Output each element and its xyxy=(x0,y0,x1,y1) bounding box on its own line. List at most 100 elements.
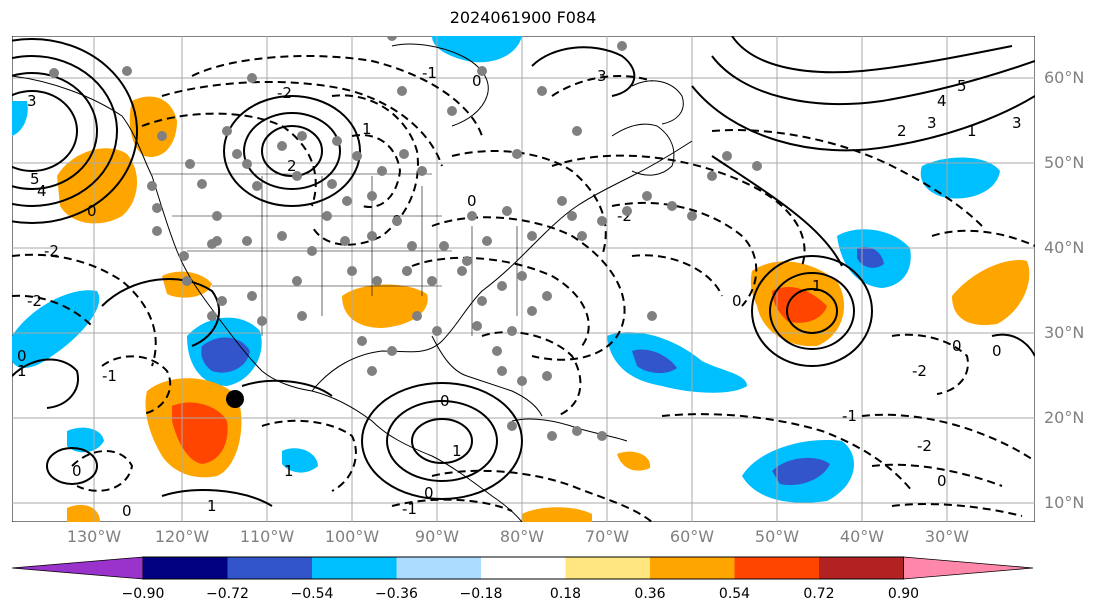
lon-label: 100°W xyxy=(324,527,380,546)
fill-blue-subtropical xyxy=(607,332,747,393)
colorbar-tick: −0.18 xyxy=(459,586,503,602)
contours-dashed xyxy=(12,55,1035,522)
fill-darkblue-subtropical xyxy=(632,349,677,374)
weather-map: 0 -1 -2 1 2 3 4 5 0 -2 -2 0 1 -1 0 0 1 1… xyxy=(12,36,1035,522)
colorbar-swatch xyxy=(312,557,397,579)
colorbar-swatch xyxy=(903,556,1034,580)
colorbar-tick: −0.90 xyxy=(121,586,165,602)
lon-label: 90°W xyxy=(414,527,460,546)
contour-label: 0 xyxy=(87,202,97,220)
contour-label: 0 xyxy=(122,502,132,520)
contour-label: 0 xyxy=(472,72,482,90)
location-marker xyxy=(226,390,244,408)
contour-label: 0 xyxy=(732,292,742,310)
fill-blue-north-atl xyxy=(920,157,1000,199)
colorbar-tick: 0.90 xyxy=(887,586,920,602)
contour-label: 3 xyxy=(27,92,37,110)
map-title: 2024061900 F084 xyxy=(449,8,597,27)
colorbar-swatch xyxy=(481,557,566,579)
colorbar-swatch xyxy=(143,557,228,579)
fill-orange-small-atl xyxy=(617,451,651,471)
colorbar-swatch xyxy=(227,557,312,579)
colorbar-tick: 0.36 xyxy=(634,586,666,602)
colorbar-tick: −0.72 xyxy=(206,586,249,602)
contour-label: 1 xyxy=(284,462,294,480)
lat-label: 30°N xyxy=(1044,323,1085,342)
lat-label: 40°N xyxy=(1044,238,1085,257)
contour-label: 1 xyxy=(207,497,217,515)
colorbar-tick: 0.18 xyxy=(549,586,582,602)
contour-label: 1 xyxy=(362,120,372,138)
lon-label: 120°W xyxy=(154,527,210,546)
contour-label: -2 xyxy=(277,84,292,102)
contour-label: -2 xyxy=(917,437,932,455)
contour-label: 0 xyxy=(440,392,450,410)
lon-label: 60°W xyxy=(669,527,715,546)
lon-label: 80°W xyxy=(499,527,545,546)
fill-darkblue-central-atl xyxy=(857,246,884,268)
contour-label: -1 xyxy=(402,500,417,518)
colorbar-swatch xyxy=(396,557,481,579)
fill-darkblue-baja xyxy=(201,337,250,373)
colorbar-tick: 0.54 xyxy=(718,586,751,602)
contour-label: 1 xyxy=(812,277,822,295)
colorbar-swatch xyxy=(734,557,819,579)
colorbar-swatch xyxy=(11,556,144,580)
contour-label: -1 xyxy=(422,64,437,82)
colorbar-swatch xyxy=(565,557,650,579)
contour-label: 0 xyxy=(424,484,434,502)
colorbar-swatch xyxy=(650,557,735,579)
colorbar-tick: 0.72 xyxy=(803,586,835,602)
fill-blue-eastpac xyxy=(67,427,104,453)
contour-label: 0 xyxy=(952,337,962,355)
lon-label: 70°W xyxy=(584,527,630,546)
contour-label: 4 xyxy=(937,92,947,110)
colorbar-tick: −0.36 xyxy=(375,586,418,602)
contour-label: -2 xyxy=(44,242,59,260)
contour-labels: 0 -1 -2 1 2 3 4 5 0 -2 -2 0 1 -1 0 0 1 1… xyxy=(17,64,1022,520)
contour-label: 0 xyxy=(467,192,477,210)
contour-label: 2 xyxy=(287,157,297,175)
fill-orange-nw-coast xyxy=(57,148,138,224)
contours-solid xyxy=(12,36,1035,507)
contour-label: 4 xyxy=(37,182,47,200)
fill-orange-nw-inland xyxy=(129,96,177,157)
lat-label: 60°N xyxy=(1044,68,1085,87)
fill-blue-se-pac xyxy=(282,448,318,473)
fill-orange-sa-north xyxy=(522,507,592,522)
contour-label: -2 xyxy=(27,292,42,310)
fill-blue-west-edge xyxy=(12,101,28,136)
contour-label: 3 xyxy=(1012,114,1022,132)
contour-label: 1 xyxy=(17,362,27,380)
fill-orange-east-atl xyxy=(952,260,1030,326)
contour-label: 3 xyxy=(927,114,937,132)
contour-label: 1 xyxy=(967,122,977,140)
contour-label: 3 xyxy=(597,67,607,85)
contour-label: 0 xyxy=(937,472,947,490)
lon-label: 40°W xyxy=(839,527,885,546)
contour-label: 0 xyxy=(992,342,1002,360)
lat-label: 10°N xyxy=(1044,493,1085,512)
lon-label: 130°W xyxy=(66,527,122,546)
fill-red-central-atl xyxy=(772,286,827,323)
fill-blue-arctic xyxy=(432,36,522,63)
fill-orange-sw-corner xyxy=(67,504,100,522)
lon-label: 50°W xyxy=(754,527,800,546)
colorbar-tick: −0.54 xyxy=(290,586,334,602)
contour-label: 5 xyxy=(957,77,967,95)
colorbar xyxy=(11,556,1034,580)
contour-label: -1 xyxy=(842,407,857,425)
contour-label: 2 xyxy=(897,122,907,140)
lat-label: 50°N xyxy=(1044,153,1085,172)
station-dots xyxy=(49,36,762,441)
lon-label: 30°W xyxy=(924,527,970,546)
contour-label: 5 xyxy=(30,170,40,188)
lat-label: 20°N xyxy=(1044,408,1085,427)
contour-label: 0 xyxy=(72,462,82,480)
contour-label: -2 xyxy=(912,362,927,380)
lon-label: 110°W xyxy=(239,527,295,546)
contour-label: 0 xyxy=(17,347,27,365)
fill-darkblue-south-atl xyxy=(772,457,830,486)
fill-blue-pacific-west xyxy=(12,290,100,368)
contour-label: 1 xyxy=(452,442,462,460)
